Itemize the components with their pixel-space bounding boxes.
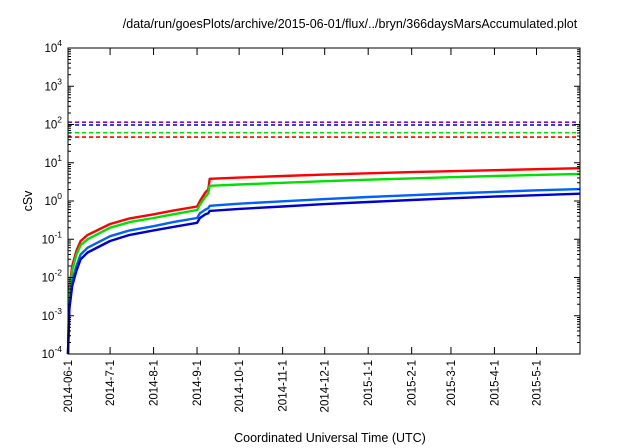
series-line [66,192,581,355]
x-tick-label: 2014-10-1 [234,360,246,412]
y-tick-label: 104 [44,38,62,55]
y-axis-label: cSv [21,190,35,212]
plot-frame [67,47,581,355]
chart-title: /data/run/goesPlots/archive/2015-06-01/f… [123,17,578,31]
x-tick-label: 2015-3-1 [446,360,458,406]
y-tick-label: 103 [44,76,62,93]
x-tick-label: 2014-12-1 [320,360,332,412]
y-tick-label: 102 [44,115,62,132]
x-tick-label: 2015-2-1 [407,360,419,406]
y-tick-label: 10-4 [42,344,63,361]
x-tick-label: 2014-9-1 [192,360,204,406]
x-tick-label: 2014-06-1 [63,360,75,412]
y-tick-label: 10-2 [42,268,63,285]
y-tick-label: 10-1 [42,229,63,246]
x-tick-label: 2014-11-1 [278,360,290,412]
series-line [66,187,581,355]
x-tick-label: 2014-7-1 [105,360,117,406]
series-line [66,172,581,355]
y-axis: 10-4 10-3 10-2 10-1 100 101 102 103 104 [42,38,580,361]
x-tick-label: 2015-1-1 [363,360,375,406]
x-axis: 2014-06-1 2014-7-1 2014-8-1 2014-9-1 2014-10… [63,48,544,412]
y-tick-label: 101 [44,153,62,170]
x-tick-label: 2014-8-1 [149,360,161,406]
x-tick-label: 2015-5-1 [532,360,544,406]
x-axis-label: Coordinated Universal Time (UTC) [234,431,426,445]
series-line [66,167,581,355]
x-tick-label: 2015-4-1 [489,360,501,406]
y-tick-label: 100 [44,191,62,208]
series-layer [66,121,581,355]
y-tick-label: 10-3 [42,306,63,323]
